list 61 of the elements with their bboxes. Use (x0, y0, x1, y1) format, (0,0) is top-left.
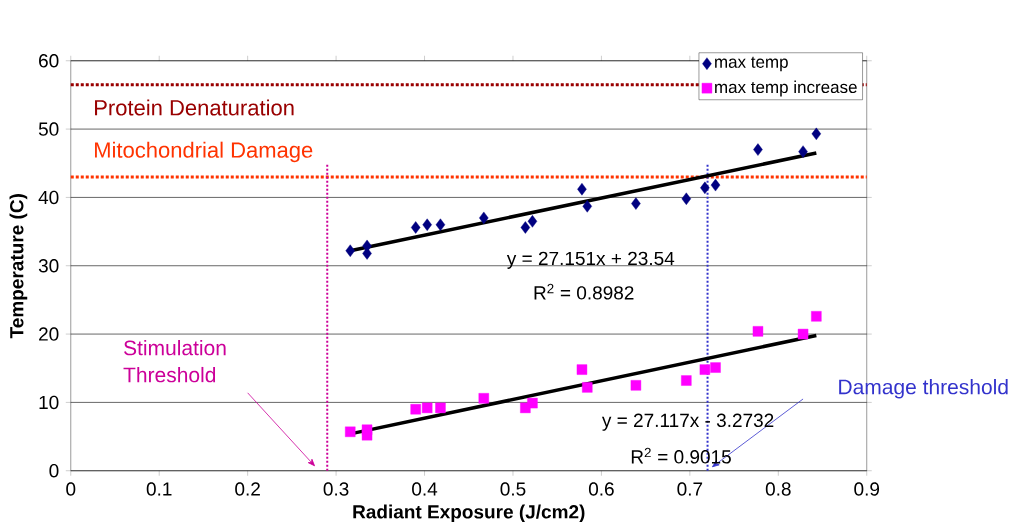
point (631, 197, 641, 210)
x-tick-label: 0.1 (146, 482, 172, 496)
legend-label: max temp increase (715, 80, 857, 97)
ref-line-label: Protein Denaturation (95, 99, 294, 116)
point (811, 311, 822, 322)
y-tick-label: 0 (49, 464, 59, 478)
point (435, 218, 446, 231)
x-tick-label: 0.4 (412, 482, 438, 496)
y-tick-label: 30 (38, 259, 59, 273)
point (422, 218, 432, 231)
x-tick-label: 0.6 (588, 482, 614, 496)
point (527, 215, 538, 228)
x-tick-label: 0.9 (854, 482, 880, 496)
point (710, 178, 721, 192)
point (345, 244, 355, 257)
legend-label: max temp (715, 56, 788, 72)
point (527, 397, 538, 409)
y-tick-label: 20 (39, 327, 59, 341)
point (798, 145, 808, 158)
x-tick-label: 0.7 (677, 482, 703, 496)
point (753, 143, 763, 156)
x-tick-label: 0.3 (323, 482, 349, 496)
ref-line-label: Stimulation Threshold (123, 339, 226, 383)
x-tick-label: 0.8 (765, 482, 791, 496)
point (582, 382, 593, 393)
point (435, 402, 446, 414)
ref-line-label: Damage threshold (839, 378, 1008, 399)
point (700, 181, 710, 195)
point (710, 362, 721, 373)
point (797, 328, 809, 340)
point (421, 402, 433, 414)
x-axis-title: Radiant Exposure (J/cm2) (353, 504, 585, 522)
ref-line-label: Mitochondrial Damage (95, 141, 313, 163)
point (582, 200, 592, 213)
y-tick-label: 60 (39, 54, 59, 68)
annotation: y = 27.117x - 3.2732 (601, 413, 774, 431)
point (681, 375, 692, 386)
point (811, 127, 822, 141)
y-tick-label: 40 (38, 190, 59, 205)
point (681, 192, 692, 205)
point (410, 221, 421, 234)
point (699, 364, 711, 375)
point (752, 326, 764, 337)
y-tick-label: 50 (38, 122, 59, 136)
point (345, 426, 356, 437)
point (410, 404, 421, 415)
point (520, 221, 531, 234)
point (479, 211, 489, 225)
x-tick-label: 0.2 (235, 482, 260, 496)
annotation: R$^{2}$ = 0.9015 (631, 447, 731, 464)
y-tick-label: 10 (39, 395, 59, 410)
x-tick-label: 0 (66, 482, 76, 496)
x-tick-label: 0.5 (500, 482, 526, 496)
point (478, 393, 489, 404)
point (361, 430, 373, 441)
point (577, 183, 587, 196)
y-axis-title: Temperature (C) (9, 194, 28, 339)
point (576, 364, 588, 375)
annotation: y = 27.151x + 23.54 (506, 251, 675, 269)
annotation: R$^{2}$ = 0.8982 (534, 283, 634, 300)
point (630, 380, 642, 391)
